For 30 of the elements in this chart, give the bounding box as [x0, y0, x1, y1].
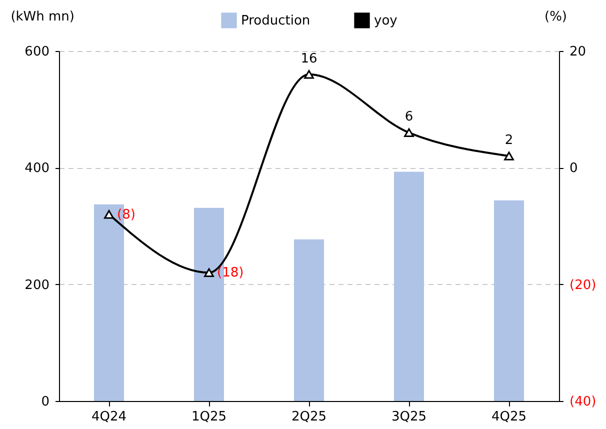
y-tick-label: 400 [24, 161, 50, 176]
point [204, 268, 214, 278]
point [504, 152, 514, 160]
y-tick-label: 600 [24, 44, 50, 60]
y-tick-label: 200 [24, 278, 50, 293]
legend-label: yoy [374, 13, 398, 28]
data-label: (8) [117, 207, 136, 222]
legend-label: Production [241, 13, 310, 28]
x-tick-label: 4Q24 [91, 410, 127, 424]
y2-tick-label: 0 [570, 161, 578, 176]
x-tick-label: 2Q25 [291, 410, 327, 424]
y-axis-title: (kWh mn) [10, 10, 74, 24]
data-label: 6 [404, 110, 414, 125]
y2-tick-label: (40) [570, 394, 596, 410]
y-tick-label: 0 [41, 394, 50, 410]
data-label: (18) [217, 266, 244, 281]
x-tick-label: 4Q25 [491, 410, 527, 424]
y2-axis-title: (%) [544, 10, 567, 24]
point [304, 70, 314, 79]
x-tick-label: 1Q25 [191, 410, 227, 424]
point [104, 210, 114, 219]
y2-tick-label: (20) [570, 278, 596, 293]
bar [294, 239, 324, 401]
data-label: 2 [504, 133, 514, 148]
y2-tick-label: 20 [570, 44, 586, 60]
x-tick-label: 3Q25 [391, 410, 427, 424]
bar [494, 200, 524, 401]
bar [394, 172, 424, 401]
point [404, 128, 414, 138]
data-label: 16 [300, 51, 318, 66]
